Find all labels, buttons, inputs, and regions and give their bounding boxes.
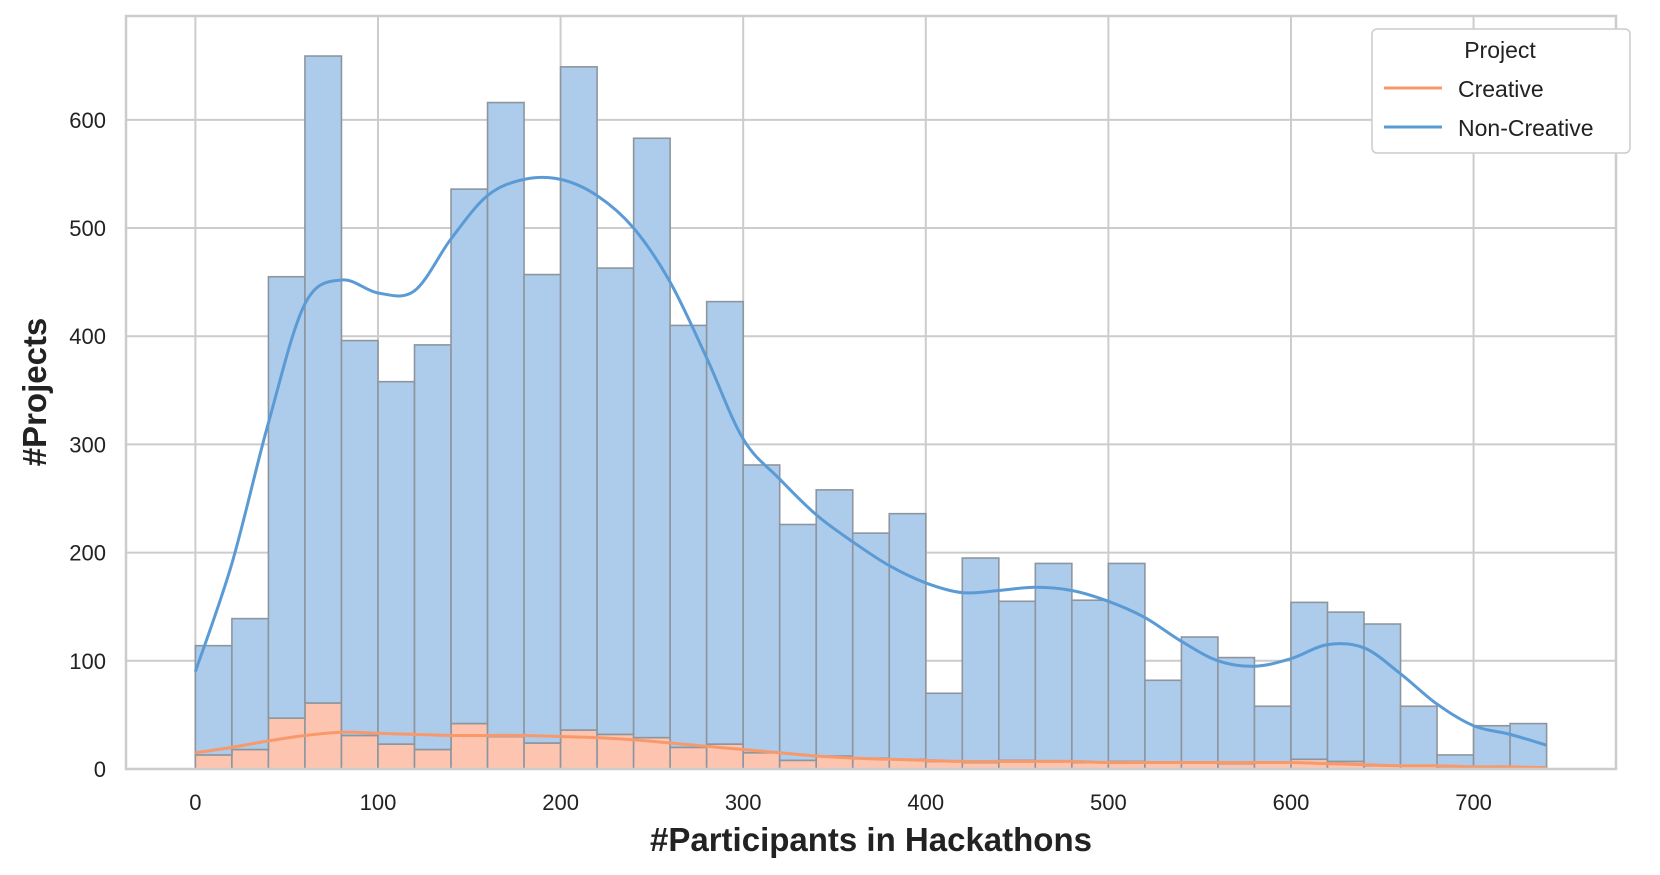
non-creative-bar bbox=[1363, 623, 1402, 767]
non-creative-bar bbox=[1509, 722, 1548, 768]
non-creative-bar bbox=[486, 101, 525, 738]
non-creative-bar bbox=[450, 188, 489, 725]
x-tick-label: 500 bbox=[1090, 790, 1127, 815]
y-axis-title: #Projects bbox=[16, 318, 53, 467]
non-creative-bar bbox=[231, 617, 270, 751]
legend-title: Project bbox=[1464, 37, 1536, 63]
creative-bar bbox=[340, 734, 379, 770]
non-creative-bar bbox=[815, 489, 854, 757]
creative-bar bbox=[486, 735, 525, 770]
non-creative-bar bbox=[742, 464, 781, 754]
creative-bar bbox=[231, 748, 270, 770]
non-creative-bar bbox=[632, 137, 671, 739]
non-creative-bar bbox=[194, 644, 233, 756]
kde-line-creative bbox=[195, 730, 1547, 770]
non-creative-bar bbox=[924, 692, 964, 763]
creative-bar bbox=[413, 748, 452, 770]
non-creative-bar bbox=[778, 523, 818, 762]
kde-line-non-creative bbox=[193, 175, 1548, 747]
kde-curves bbox=[193, 175, 1548, 770]
y-tick-label: 300 bbox=[69, 432, 106, 457]
x-tick-label: 100 bbox=[360, 790, 397, 815]
creative-bar bbox=[523, 742, 562, 770]
y-tick-label: 600 bbox=[69, 108, 106, 133]
non-creative-bar bbox=[1107, 562, 1146, 763]
non-creative-bar bbox=[888, 512, 927, 761]
non-creative-bar bbox=[413, 344, 452, 751]
non-creative-bar bbox=[596, 267, 635, 736]
y-tick-label: 500 bbox=[69, 216, 106, 241]
y-axis-ticks: 0 100 200 300 400 500 600 bbox=[69, 108, 106, 782]
legend-box bbox=[1371, 28, 1631, 154]
y-tick-label: 0 bbox=[94, 757, 106, 782]
y-tick-label: 400 bbox=[69, 324, 106, 349]
creative-bar bbox=[450, 722, 489, 770]
plot-frame bbox=[124, 14, 1618, 771]
creative-bar bbox=[194, 754, 233, 770]
creative-bar bbox=[742, 751, 781, 770]
non-creative-bar bbox=[669, 324, 708, 749]
legend: Project Creative Non-Creative bbox=[1371, 28, 1631, 154]
y-tick-label: 200 bbox=[69, 541, 106, 566]
non-creative-bar bbox=[1034, 562, 1073, 763]
non-creative-bar bbox=[1217, 656, 1256, 765]
non-creative-bar bbox=[1290, 601, 1329, 761]
x-tick-label: 600 bbox=[1273, 790, 1310, 815]
non-creative-bar bbox=[1071, 599, 1110, 764]
non-creative-bar bbox=[1144, 679, 1183, 764]
non-creative-bar bbox=[304, 55, 343, 704]
non-creative-bar bbox=[340, 339, 379, 737]
non-creative-bar bbox=[559, 66, 598, 731]
non-creative-bar bbox=[1326, 611, 1365, 763]
non-creative-bar bbox=[1253, 705, 1292, 764]
non-creative-bar bbox=[377, 380, 416, 745]
non-creative-bar bbox=[523, 273, 562, 744]
non-creative-bar bbox=[1399, 705, 1438, 767]
y-tick-label: 100 bbox=[69, 649, 106, 674]
creative-bar bbox=[377, 743, 416, 770]
non-creative-bar bbox=[998, 600, 1037, 762]
non-creative-bar bbox=[1180, 636, 1219, 764]
creative-bar bbox=[778, 759, 818, 770]
x-tick-label: 0 bbox=[189, 790, 201, 815]
creative-bar bbox=[267, 717, 306, 770]
non-creative-bar bbox=[851, 532, 891, 759]
x-axis-ticks: 0 100 200 300 400 500 600 700 bbox=[189, 790, 1492, 815]
x-axis-title: #Participants in Hackathons bbox=[650, 821, 1092, 858]
legend-label-creative: Creative bbox=[1458, 76, 1544, 102]
x-tick-label: 700 bbox=[1455, 790, 1492, 815]
legend-label-non-creative: Non-Creative bbox=[1458, 115, 1594, 141]
x-tick-label: 400 bbox=[907, 790, 944, 815]
x-tick-label: 300 bbox=[725, 790, 762, 815]
creative-bar bbox=[669, 746, 708, 770]
non-creative-bar bbox=[961, 557, 1000, 764]
x-tick-label: 200 bbox=[542, 790, 579, 815]
non-creative-bar bbox=[267, 275, 306, 719]
